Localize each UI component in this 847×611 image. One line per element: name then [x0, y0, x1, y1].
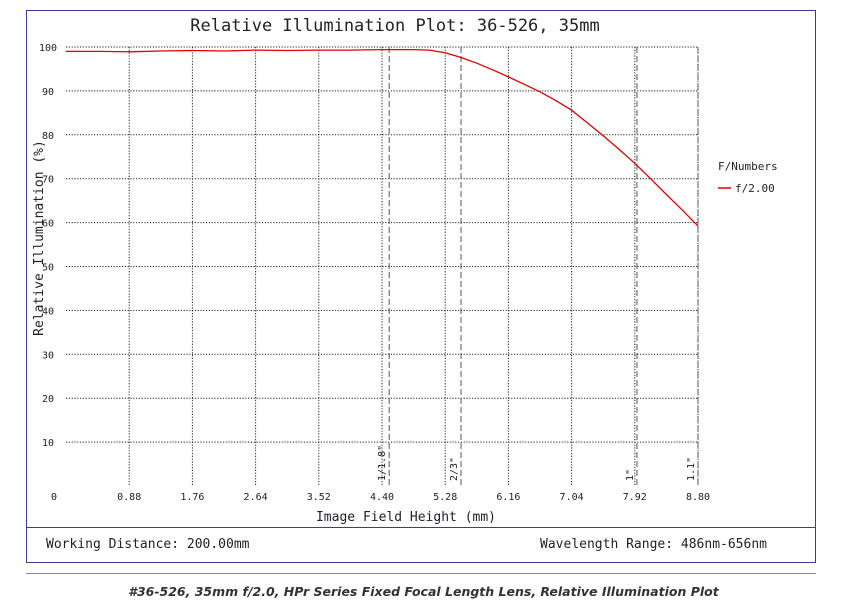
- x-tick-label: 7.92: [623, 492, 647, 503]
- y-tick-label: 10: [42, 438, 54, 449]
- y-tick-label: 80: [42, 131, 54, 142]
- sensor-marker-label: 1": [625, 469, 636, 481]
- relative-illumination-chart: Relative Illumination Plot: 36-526, 35mm…: [32, 16, 778, 525]
- series-line-f-2-00: [66, 48, 699, 227]
- x-tick-label: 0: [51, 492, 57, 503]
- y-tick-label: 20: [42, 394, 54, 405]
- sensor-marker-label: 2/3": [449, 457, 460, 481]
- x-tick-label: 0.88: [117, 492, 141, 503]
- wavelength-range: Wavelength Range: 486nm-656nm: [540, 537, 767, 552]
- x-tick-label: 6.16: [496, 492, 520, 503]
- y-tick-label: 70: [42, 175, 54, 186]
- y-axis-label: Relative Illumination (%): [32, 140, 47, 336]
- legend-title: F/Numbers: [718, 160, 778, 173]
- figure-caption: #36-526, 35mm f/2.0, HPr Series Fixed Fo…: [128, 584, 719, 599]
- chart-title: Relative Illumination Plot: 36-526, 35mm: [190, 16, 599, 36]
- x-tick-label: 1.76: [180, 492, 204, 503]
- y-tick-label: 40: [42, 306, 54, 317]
- x-tick-label: 2.64: [244, 492, 268, 503]
- footer-divider: [26, 527, 816, 528]
- y-tick-label: 100: [39, 43, 57, 54]
- working-distance: Working Distance: 200.00mm: [46, 537, 250, 552]
- sensor-marker-label: 1/1.8": [377, 445, 388, 481]
- y-tick-label: 90: [42, 87, 54, 98]
- y-tick-label: 30: [42, 350, 54, 361]
- legend-entry: f/2.00: [735, 182, 775, 195]
- x-tick-label: 5.28: [433, 492, 457, 503]
- chart-frame: [26, 10, 816, 563]
- x-tick-label: 8.80: [686, 492, 710, 503]
- caption-rule: [26, 573, 816, 574]
- x-tick-label: 7.04: [560, 492, 584, 503]
- sensor-marker-label: 1.1": [686, 457, 697, 481]
- x-axis-label: Image Field Height (mm): [316, 510, 496, 525]
- y-tick-label: 50: [42, 263, 54, 274]
- y-tick-label: 60: [42, 219, 54, 230]
- x-tick-label: 3.52: [307, 492, 331, 503]
- x-tick-label: 4.40: [370, 492, 394, 503]
